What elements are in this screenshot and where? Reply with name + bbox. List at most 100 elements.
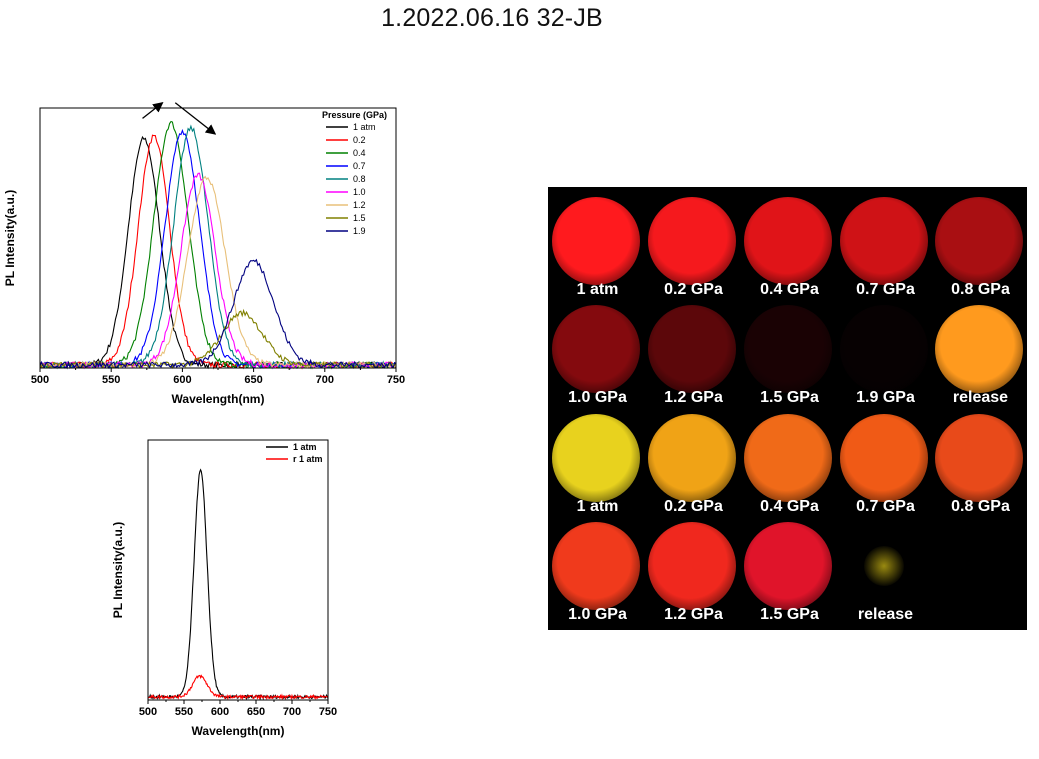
x-tick-label: 750 bbox=[319, 706, 337, 718]
plot-frame bbox=[39, 107, 397, 369]
photo-cell: 1.0 GPa bbox=[550, 520, 645, 628]
x-tick-label: 550 bbox=[175, 706, 193, 718]
legend-label-3: 0.7 bbox=[353, 161, 366, 171]
series-line-8 bbox=[39, 258, 397, 370]
photo-cell: 1 atm bbox=[550, 412, 645, 520]
photo-cell: 0.7 GPa bbox=[838, 195, 933, 303]
photo-label: 0.2 GPa bbox=[664, 498, 723, 515]
x-tick-label: 550 bbox=[102, 374, 120, 386]
legend-label-0: 1 atm bbox=[353, 122, 376, 132]
photo-label: 0.7 GPa bbox=[856, 281, 915, 298]
photo-image bbox=[648, 305, 736, 393]
legend-label-2: 0.4 bbox=[353, 148, 366, 158]
legend-label-6: 1.2 bbox=[353, 200, 366, 210]
photo-label: 0.8 GPa bbox=[951, 281, 1010, 298]
x-tick-label: 650 bbox=[244, 374, 262, 386]
photo-image bbox=[840, 414, 928, 502]
y-axis-label: PL Intensity(a.u.) bbox=[111, 522, 125, 618]
legend-title: Pressure (GPa) bbox=[322, 110, 387, 120]
x-tick-label: 500 bbox=[31, 374, 49, 386]
photo-image bbox=[552, 522, 640, 610]
photo-image bbox=[744, 522, 832, 610]
photo-image bbox=[744, 305, 832, 393]
series-line-1 bbox=[147, 674, 329, 701]
x-axis-label: Wavelength(nm) bbox=[172, 392, 265, 406]
photo-label: 1.0 GPa bbox=[568, 606, 627, 623]
photo-image bbox=[744, 197, 832, 285]
pl-spectra-pressure-chart: 500 550 600 650 700 750 Wavelength(nm) PL Inten… bbox=[3, 101, 405, 406]
photo-cell: release bbox=[933, 303, 1028, 411]
photo-cell: 1.2 GPa bbox=[646, 303, 741, 411]
series-line-5 bbox=[39, 172, 397, 370]
photo-label: 0.2 GPa bbox=[664, 281, 723, 298]
series-line-1 bbox=[39, 134, 397, 370]
photo-label: release bbox=[952, 389, 1009, 406]
photo-label: 1.2 GPa bbox=[664, 606, 723, 623]
photo-image bbox=[648, 197, 736, 285]
photo-label: 1 atm bbox=[576, 281, 619, 298]
slide-title: 1.2022.06.16 32-JB bbox=[381, 4, 603, 32]
x-axis-label: Wavelength(nm) bbox=[192, 724, 285, 738]
photo-cell: 0.4 GPa bbox=[742, 412, 837, 520]
x-tick-label: 600 bbox=[173, 374, 191, 386]
y-axis-label: PL Intensity(a.u.) bbox=[3, 190, 17, 286]
photo-image bbox=[648, 414, 736, 502]
photo-label: 0.4 GPa bbox=[760, 498, 819, 515]
photo-label: 1 atm bbox=[576, 498, 619, 515]
series-line-0 bbox=[39, 135, 397, 370]
photo-cell: 0.2 GPa bbox=[646, 195, 741, 303]
legend-label-4: 0.8 bbox=[353, 174, 366, 184]
x-tick-label: 700 bbox=[283, 706, 301, 718]
photo-image bbox=[648, 522, 736, 610]
photo-cell: 0.8 GPa bbox=[933, 412, 1028, 520]
photo-label: 1.2 GPa bbox=[664, 389, 723, 406]
photo-image bbox=[840, 305, 928, 393]
photo-cell: release bbox=[838, 520, 933, 628]
photo-cell: 1.5 GPa bbox=[742, 520, 837, 628]
legend-label-1: 0.2 bbox=[353, 135, 366, 145]
photo-label: 1.9 GPa bbox=[856, 389, 915, 406]
series-line-2 bbox=[39, 120, 397, 370]
photo-label: 0.7 GPa bbox=[856, 498, 915, 515]
photo-image bbox=[840, 197, 928, 285]
photo-label: 0.8 GPa bbox=[951, 498, 1010, 515]
plot-frame bbox=[147, 439, 329, 701]
legend-label-1: r 1 atm bbox=[293, 454, 323, 464]
x-tick-label: 700 bbox=[316, 374, 334, 386]
photo-image bbox=[935, 305, 1023, 393]
photo-cell: 0.2 GPa bbox=[646, 412, 741, 520]
photo-cell: 1.5 GPa bbox=[742, 303, 837, 411]
series-line-0 bbox=[147, 468, 329, 701]
photo-cell: 1.9 GPa bbox=[838, 303, 933, 411]
photo-cell: 0.7 GPa bbox=[838, 412, 933, 520]
photo-cell: 0.8 GPa bbox=[933, 195, 1028, 303]
series-line-7 bbox=[39, 308, 397, 370]
photo-image bbox=[935, 197, 1023, 285]
series-line-4 bbox=[39, 124, 397, 370]
legend-label-8: 1.9 bbox=[353, 226, 366, 236]
photo-label: 1.5 GPa bbox=[760, 606, 819, 623]
photo-label: 0.4 GPa bbox=[760, 281, 819, 298]
photo-grid: 1 atm 0.2 GPa 0.4 GPa 0.7 GPa 0.8 GPa 1.0 GPa… bbox=[548, 187, 1027, 630]
photo-image bbox=[552, 305, 640, 393]
arrow-up-right bbox=[142, 101, 164, 119]
photo-cell: 0.4 GPa bbox=[742, 195, 837, 303]
legend-label-0: 1 atm bbox=[293, 442, 317, 452]
photo-image bbox=[864, 546, 904, 586]
photo-image bbox=[552, 197, 640, 285]
photo-image bbox=[744, 414, 832, 502]
x-tick-label: 600 bbox=[211, 706, 229, 718]
photo-label: release bbox=[857, 606, 914, 623]
x-tick-label: 500 bbox=[139, 706, 157, 718]
arrow-down-right bbox=[174, 102, 217, 135]
photo-image bbox=[935, 414, 1023, 502]
legend-label-5: 1.0 bbox=[353, 187, 366, 197]
photo-cell: 1.0 GPa bbox=[550, 303, 645, 411]
x-tick-label: 750 bbox=[387, 374, 405, 386]
legend-label-7: 1.5 bbox=[353, 213, 366, 223]
photo-cell: 1 atm bbox=[550, 195, 645, 303]
x-tick-label: 650 bbox=[247, 706, 265, 718]
photo-label: 1.0 GPa bbox=[568, 389, 627, 406]
photo-image bbox=[552, 414, 640, 502]
photo-label: 1.5 GPa bbox=[760, 389, 819, 406]
